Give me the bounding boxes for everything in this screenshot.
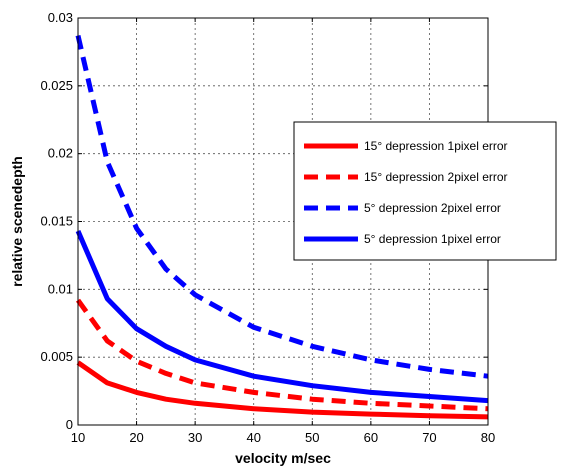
axis-ticks: 10 20 30 40 50 60 70 80 0 0.005 0.01 0.015 0.02 0.025… bbox=[40, 10, 495, 445]
x-tick-label: 40 bbox=[246, 430, 260, 445]
series-line bbox=[75, 298, 489, 412]
series-line bbox=[75, 230, 489, 404]
x-tick-label: 20 bbox=[129, 430, 143, 445]
y-tick-label: 0.02 bbox=[48, 146, 73, 161]
x-tick-label: 70 bbox=[422, 430, 436, 445]
legend-label: 15° depression 2pixel error bbox=[364, 170, 508, 184]
legend: 15° depression 1pixel error 15° depressio… bbox=[293, 121, 557, 261]
x-tick-label: 50 bbox=[305, 430, 319, 445]
legend-label: 5° depression 1pixel error bbox=[364, 232, 501, 246]
x-tick-label: 60 bbox=[364, 430, 378, 445]
x-axis-label: velocity m/sec bbox=[235, 450, 331, 466]
y-tick-label: 0.005 bbox=[40, 349, 73, 364]
y-tick-label: 0.015 bbox=[40, 214, 73, 229]
x-tick-label: 30 bbox=[188, 430, 202, 445]
y-tick-label: 0.03 bbox=[48, 10, 73, 25]
y-tick-label: 0.01 bbox=[48, 281, 73, 296]
series-line bbox=[76, 360, 489, 420]
x-tick-label: 10 bbox=[71, 430, 85, 445]
x-tick-label: 80 bbox=[481, 430, 495, 445]
y-tick-label: 0.025 bbox=[40, 78, 73, 93]
legend-label: 15° depression 1pixel error bbox=[364, 139, 508, 153]
legend-label: 5° depression 2pixel error bbox=[364, 201, 501, 215]
series-line bbox=[75, 35, 489, 379]
y-tick-label: 0 bbox=[66, 417, 73, 432]
series-layer bbox=[75, 35, 489, 420]
y-axis-label: relative scenedepth bbox=[9, 156, 25, 287]
